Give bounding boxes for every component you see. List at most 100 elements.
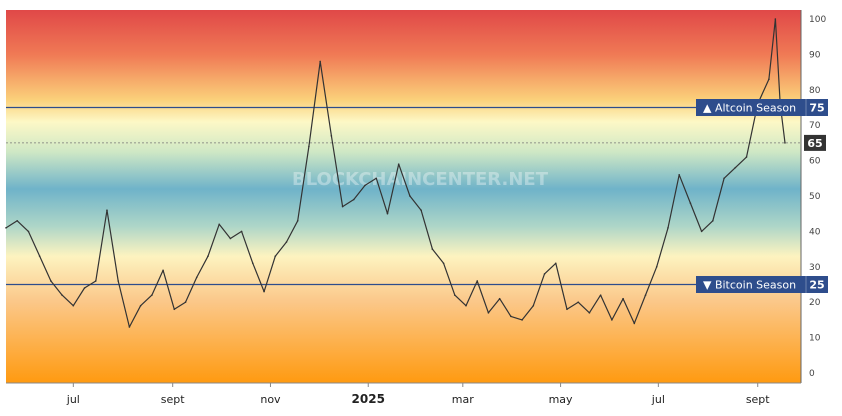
data-point bbox=[510, 315, 512, 318]
data-point bbox=[784, 142, 786, 144]
data-point bbox=[319, 60, 321, 63]
data-point bbox=[453, 294, 456, 296]
data-point bbox=[655, 266, 658, 268]
x-tick-label: jul bbox=[651, 393, 665, 406]
data-point bbox=[774, 18, 777, 20]
data-point bbox=[173, 308, 176, 311]
data-point bbox=[420, 209, 422, 211]
data-point bbox=[106, 209, 108, 211]
series-layer bbox=[5, 18, 786, 328]
data-point bbox=[252, 262, 254, 265]
current-value-badge bbox=[804, 134, 826, 151]
data-point bbox=[633, 322, 636, 325]
y-tick-label: 80 bbox=[809, 86, 821, 96]
data-point bbox=[50, 280, 52, 282]
data-point bbox=[353, 198, 355, 201]
data-point bbox=[72, 304, 75, 307]
badges: ▲ Altcoin Season 75 ▼ Bitcoin Season 25 65 bbox=[696, 99, 828, 293]
y-tick-label: 30 bbox=[809, 263, 821, 273]
data-point bbox=[341, 205, 344, 208]
y-tick-label: 70 bbox=[809, 121, 821, 131]
reference-badge-label: ▲ Altcoin Season bbox=[703, 102, 796, 115]
y-tick-label: 100 bbox=[809, 15, 826, 25]
data-point bbox=[162, 269, 164, 272]
data-point bbox=[94, 280, 97, 282]
reference-badge-value: 25 bbox=[809, 279, 824, 292]
data-point bbox=[644, 294, 647, 296]
data-point bbox=[375, 177, 378, 180]
data-point bbox=[83, 287, 86, 289]
data-point bbox=[622, 297, 624, 300]
data-point bbox=[16, 219, 19, 222]
data-point bbox=[285, 241, 288, 243]
data-point bbox=[240, 230, 243, 233]
data-point bbox=[723, 177, 725, 180]
y-tick-label: 60 bbox=[809, 157, 821, 167]
data-point bbox=[386, 212, 389, 215]
data-point bbox=[5, 227, 7, 229]
reference-badge-label: ▼ Bitcoin Season bbox=[703, 279, 796, 292]
y-axis: 0 10 20 30 40 50 60 70 80 90 100 bbox=[800, 10, 826, 383]
data-point bbox=[139, 304, 142, 307]
data-point bbox=[678, 173, 680, 176]
x-axis: jul sept nov 2025 mar may jul sept bbox=[6, 382, 801, 406]
y-tick-label: 0 bbox=[809, 369, 815, 379]
y-tick-label: 90 bbox=[809, 50, 821, 60]
data-point bbox=[667, 227, 669, 229]
x-tick-label: sept bbox=[746, 393, 770, 406]
x-tick-label: mar bbox=[452, 393, 474, 406]
data-point bbox=[27, 230, 30, 233]
data-point bbox=[487, 312, 490, 314]
data-point bbox=[599, 294, 602, 296]
data-point bbox=[409, 195, 411, 197]
data-point bbox=[218, 223, 220, 226]
data-point bbox=[734, 166, 737, 169]
x-tick-label: nov bbox=[260, 393, 281, 406]
x-tick-label: jul bbox=[66, 393, 80, 406]
data-point bbox=[577, 301, 580, 304]
plot-background bbox=[6, 10, 801, 383]
data-point bbox=[151, 294, 153, 296]
data-point bbox=[498, 297, 501, 300]
data-point bbox=[611, 319, 613, 321]
data-point bbox=[364, 184, 366, 187]
data-point bbox=[330, 135, 333, 137]
data-point bbox=[566, 308, 568, 311]
y-tick-label: 20 bbox=[809, 298, 821, 308]
data-point bbox=[431, 248, 434, 250]
reference-badge-value: 75 bbox=[809, 102, 824, 115]
data-point bbox=[397, 163, 400, 165]
data-point bbox=[296, 219, 299, 222]
data-point bbox=[712, 219, 714, 222]
data-point bbox=[476, 280, 479, 282]
x-tick-label: may bbox=[549, 393, 573, 406]
data-point bbox=[274, 255, 277, 257]
data-point bbox=[745, 156, 748, 158]
x-tick-label: sept bbox=[161, 393, 185, 406]
x-tick-label: 2025 bbox=[352, 392, 385, 406]
reference-lines bbox=[6, 106, 801, 286]
data-point bbox=[442, 262, 445, 265]
data-point bbox=[117, 280, 119, 282]
reference-badge bbox=[696, 276, 828, 293]
current-value-label: 65 bbox=[807, 137, 822, 150]
y-tick-label: 10 bbox=[809, 334, 821, 344]
data-point bbox=[263, 290, 265, 293]
data-point bbox=[689, 202, 692, 204]
data-point bbox=[308, 145, 310, 148]
data-point bbox=[128, 326, 131, 328]
data-point bbox=[184, 301, 187, 304]
data-point bbox=[195, 276, 198, 279]
data-point bbox=[207, 255, 209, 257]
data-point bbox=[521, 319, 523, 321]
data-point bbox=[768, 78, 770, 80]
watermark: BLOCKCHAINCENTER.NET bbox=[292, 169, 549, 190]
data-point bbox=[229, 237, 232, 240]
data-point bbox=[61, 294, 63, 296]
y-tick-label: 50 bbox=[809, 192, 821, 202]
data-point bbox=[543, 273, 546, 275]
data-point bbox=[38, 255, 41, 257]
reference-badge bbox=[696, 99, 828, 116]
